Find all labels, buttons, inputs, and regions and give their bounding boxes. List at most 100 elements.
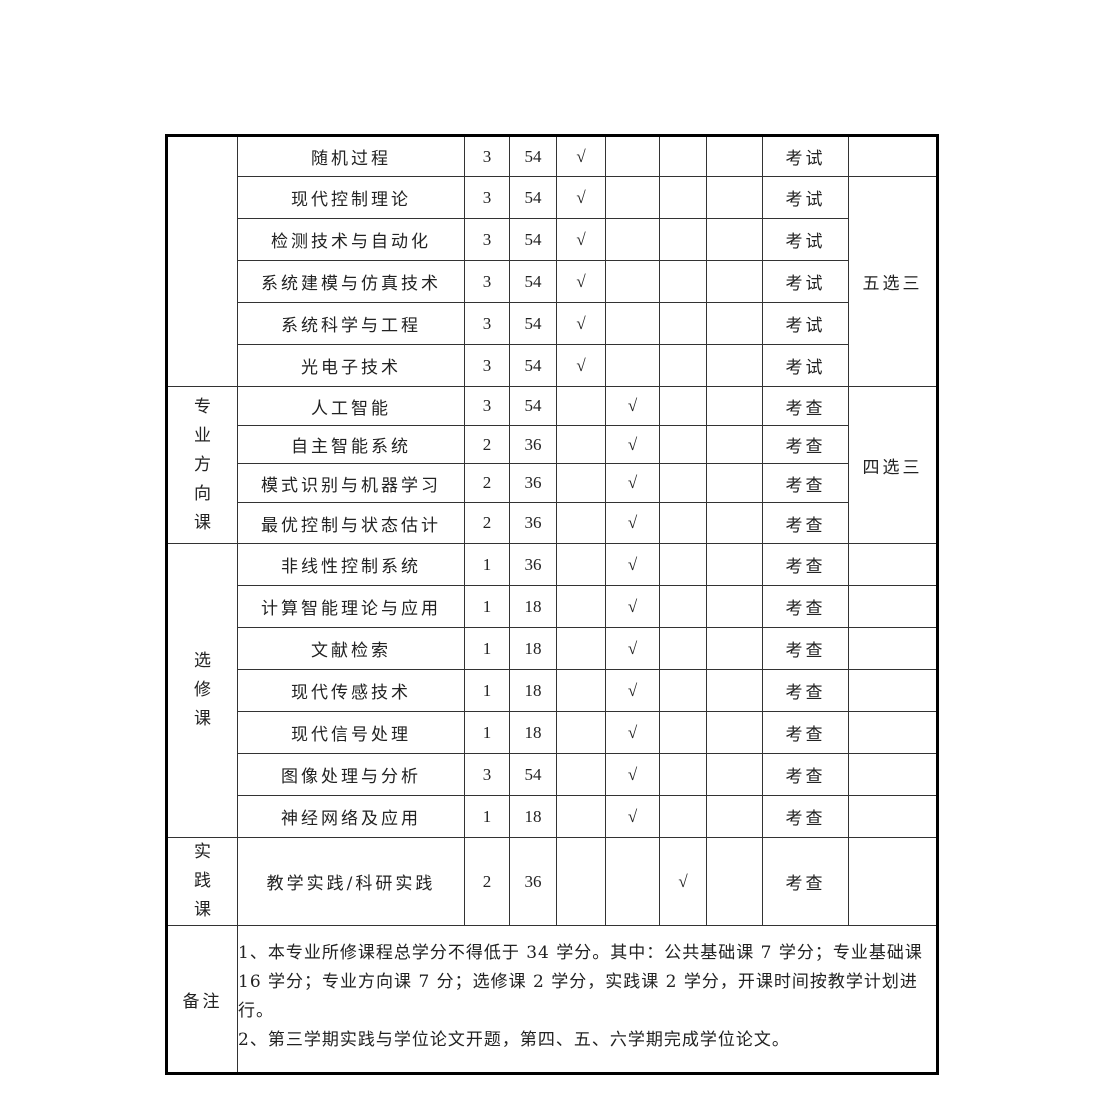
assessment: 考查 <box>762 753 849 796</box>
hours: 18 <box>509 669 557 712</box>
hours: 54 <box>509 218 557 261</box>
empty-cell <box>659 795 707 838</box>
empty-cell <box>659 176 707 219</box>
empty-cell <box>556 837 606 926</box>
empty-cell <box>556 669 606 712</box>
credits: 1 <box>464 669 510 712</box>
hours: 36 <box>509 463 557 503</box>
assessment: 考试 <box>762 302 849 345</box>
note-line2: 2、第三学期实践与学位论文开题，第四、五、六学期完成学位论文。 <box>238 1030 790 1050</box>
course-name: 系统建模与仿真技术 <box>237 260 465 303</box>
category-cell: 选 修 课 <box>166 543 238 838</box>
empty-cell <box>556 386 606 426</box>
assessment: 考查 <box>762 386 849 426</box>
empty-cell <box>556 795 606 838</box>
category-cell: 专 业 方 向 课 <box>166 386 238 544</box>
empty-cell <box>605 260 660 303</box>
course-name: 现代传感技术 <box>237 669 465 712</box>
credits: 1 <box>464 585 510 628</box>
credits: 2 <box>464 502 510 544</box>
check-mark: √ <box>605 795 660 838</box>
check-mark: √ <box>659 837 707 926</box>
table-row: 光电子技术 3 54 √ 考试 <box>167 344 938 387</box>
empty-cell <box>659 753 707 796</box>
empty-cell <box>605 218 660 261</box>
assessment: 考查 <box>762 543 849 586</box>
empty-cell <box>706 135 763 177</box>
notes-row: 备注 1、本专业所修课程总学分不得低于 34 学分。其中：公共基础课 7 学分；专… <box>166 925 938 1074</box>
hours: 18 <box>509 627 557 670</box>
assessment: 考查 <box>762 627 849 670</box>
course-name: 模式识别与机器学习 <box>237 463 465 503</box>
empty-cell <box>659 386 707 426</box>
table-row: 计算智能理论与应用 1 18 √ 考查 <box>167 585 938 628</box>
table-row: 现代控制理论 3 54 √ 考试 五选三 <box>167 176 938 387</box>
credits: 2 <box>464 425 510 464</box>
empty-cell <box>659 543 707 586</box>
assessment: 考试 <box>762 176 849 219</box>
empty-cell <box>556 753 606 796</box>
empty-cell <box>706 543 763 586</box>
empty-cell <box>556 585 606 628</box>
assessment: 考试 <box>762 218 849 261</box>
empty-cell <box>659 344 707 387</box>
course-table: 随机过程 3 54 √ 考试 现代控制理论 3 54 √ 考试 五选三 检测技术与自动化 3 54 √ 考试系… <box>165 134 939 1075</box>
check-mark: √ <box>605 753 660 796</box>
table-row: 实 践 课 教学实践/科研实践 2 36 √ 考查 <box>166 837 938 926</box>
empty-cell <box>706 425 763 464</box>
hours: 18 <box>509 711 557 754</box>
assessment: 考查 <box>762 795 849 838</box>
remark-cell <box>848 711 938 754</box>
empty-cell <box>659 502 707 544</box>
assessment: 考试 <box>762 260 849 303</box>
check-mark: √ <box>605 669 660 712</box>
assessment: 考查 <box>762 463 849 503</box>
hours: 36 <box>509 425 557 464</box>
check-mark: √ <box>605 585 660 628</box>
empty-cell <box>605 302 660 345</box>
empty-cell <box>706 463 763 503</box>
empty-cell <box>659 627 707 670</box>
table-row: 选 修 课非线性控制系统 1 36 √ 考查 <box>166 543 938 838</box>
table-row: 系统建模与仿真技术 3 54 √ 考试 <box>167 260 938 303</box>
credits: 2 <box>464 463 510 503</box>
category-cell <box>166 135 238 387</box>
credits: 3 <box>464 302 510 345</box>
hours: 18 <box>509 585 557 628</box>
hours: 36 <box>509 837 557 926</box>
empty-cell <box>706 260 763 303</box>
empty-cell <box>659 302 707 345</box>
remark-cell <box>848 837 938 926</box>
check-mark: √ <box>556 218 606 261</box>
notes-label: 备注 <box>166 925 238 1074</box>
empty-cell <box>706 302 763 345</box>
assessment: 考试 <box>762 135 849 177</box>
empty-cell <box>605 837 660 926</box>
table-row: 模式识别与机器学习 2 36 √ 考查 <box>167 463 938 503</box>
remark-cell <box>848 669 938 712</box>
remark-cell <box>848 753 938 796</box>
empty-cell <box>706 627 763 670</box>
table-row: 最优控制与状态估计 2 36 √ 考查 <box>167 502 938 544</box>
remark-cell <box>848 627 938 670</box>
hours: 54 <box>509 302 557 345</box>
remark-cell <box>848 543 938 586</box>
empty-cell <box>706 344 763 387</box>
empty-cell <box>706 176 763 219</box>
credits: 3 <box>464 260 510 303</box>
table-row: 现代信号处理 1 18 √ 考查 <box>167 711 938 754</box>
hours: 18 <box>509 795 557 838</box>
empty-cell <box>706 795 763 838</box>
notes-content: 1、本专业所修课程总学分不得低于 34 学分。其中：公共基础课 7 学分；专业基… <box>237 925 938 1074</box>
course-name: 系统科学与工程 <box>237 302 465 345</box>
course-name: 光电子技术 <box>237 344 465 387</box>
credits: 3 <box>464 176 510 219</box>
empty-cell <box>659 669 707 712</box>
hours: 36 <box>509 543 557 586</box>
assessment: 考查 <box>762 669 849 712</box>
assessment: 考查 <box>762 502 849 544</box>
check-mark: √ <box>605 627 660 670</box>
category-label: 专 业 方 向 课 <box>194 396 211 533</box>
credits: 3 <box>464 753 510 796</box>
course-name: 文献检索 <box>237 627 465 670</box>
